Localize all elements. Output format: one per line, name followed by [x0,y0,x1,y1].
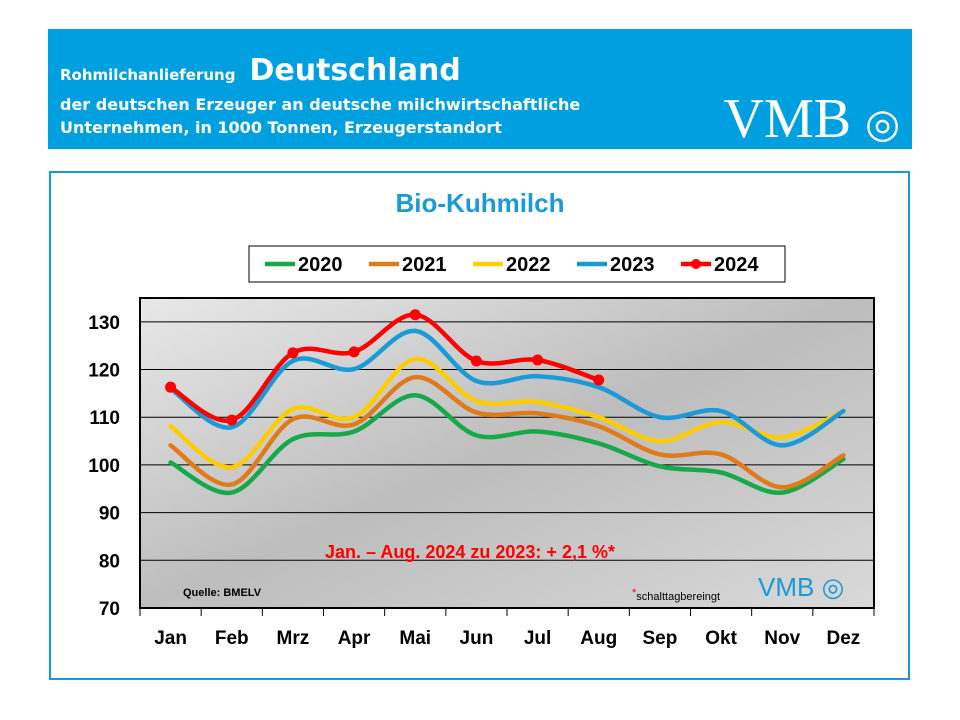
data-point-2024 [165,381,177,393]
data-point-2024 [593,374,605,386]
header-line3: Unternehmen, in 1000 Tonnen, Erzeugersta… [60,118,502,137]
series-line-2022 [168,356,846,470]
series-line-2023 [168,328,846,448]
header-banner: Rohmilchanlieferung Deutschland der deuts… [48,29,912,149]
x-tick-label: Okt [705,628,737,649]
header-line1: Rohmilchanlieferung Deutschland [60,53,461,88]
x-tick-label: Mai [399,628,431,649]
series-line-2020 [168,393,846,495]
data-point-2024 [532,354,544,366]
x-tick-label: Jan [154,628,187,649]
x-tick-label: Nov [764,628,800,649]
x-tick-label: Mrz [277,628,310,649]
y-tick-label: 130 [88,313,120,334]
x-tick-label: Sep [642,628,677,649]
y-tick-label: 100 [88,456,120,477]
legend-label-2021: 2021 [402,254,447,276]
vmb-logo: VMB ◎ [723,88,901,150]
legend-label-2020: 2020 [298,254,343,276]
header-country: Deutschland [249,53,461,88]
header-subtitle: der deutschen Erzeuger an deutsche milch… [60,93,580,139]
y-tick-label: 70 [99,599,120,620]
legend-label-2024: 2024 [714,254,759,276]
series-line-2024 [168,312,601,423]
x-tick-label: Dez [827,628,861,649]
legend-label-2023: 2023 [610,254,655,276]
data-point-2024 [287,347,299,359]
data-point-2024 [348,346,360,358]
x-tick-label: Aug [580,628,617,649]
x-tick-label: Jun [460,628,494,649]
y-tick-label: 90 [99,504,120,525]
chart-frame [49,171,910,680]
series-line-2021 [168,374,846,490]
y-tick-label: 120 [88,361,120,382]
data-point-2024 [470,355,482,367]
x-tick-label: Apr [338,628,371,649]
legend-label-2022: 2022 [506,254,551,276]
y-tick-label: 110 [89,408,120,429]
header-prefix: Rohmilchanlieferung [60,66,236,84]
x-tick-label: Feb [215,628,249,649]
data-point-2024 [409,309,421,321]
chart-title: Bio-Kuhmilch [395,188,565,218]
footnote-text: schalttagbereingt [636,591,720,603]
source-text: Quelle: BMELV [183,587,262,599]
y-tick-label: 80 [99,551,120,572]
header-line2: der deutschen Erzeuger an deutsche milch… [60,95,581,114]
x-tick-label: Jul [524,628,551,649]
annotation-text: Jan. – Aug. 2024 zu 2023: + 2,1 %* [325,542,615,562]
footnote: *schalttagbereingt [632,587,720,603]
footnote-mark: * [632,587,637,599]
watermark-logo: VMB ◎ [758,572,844,602]
legend-marker-2024 [691,259,701,269]
data-point-2024 [226,414,238,426]
